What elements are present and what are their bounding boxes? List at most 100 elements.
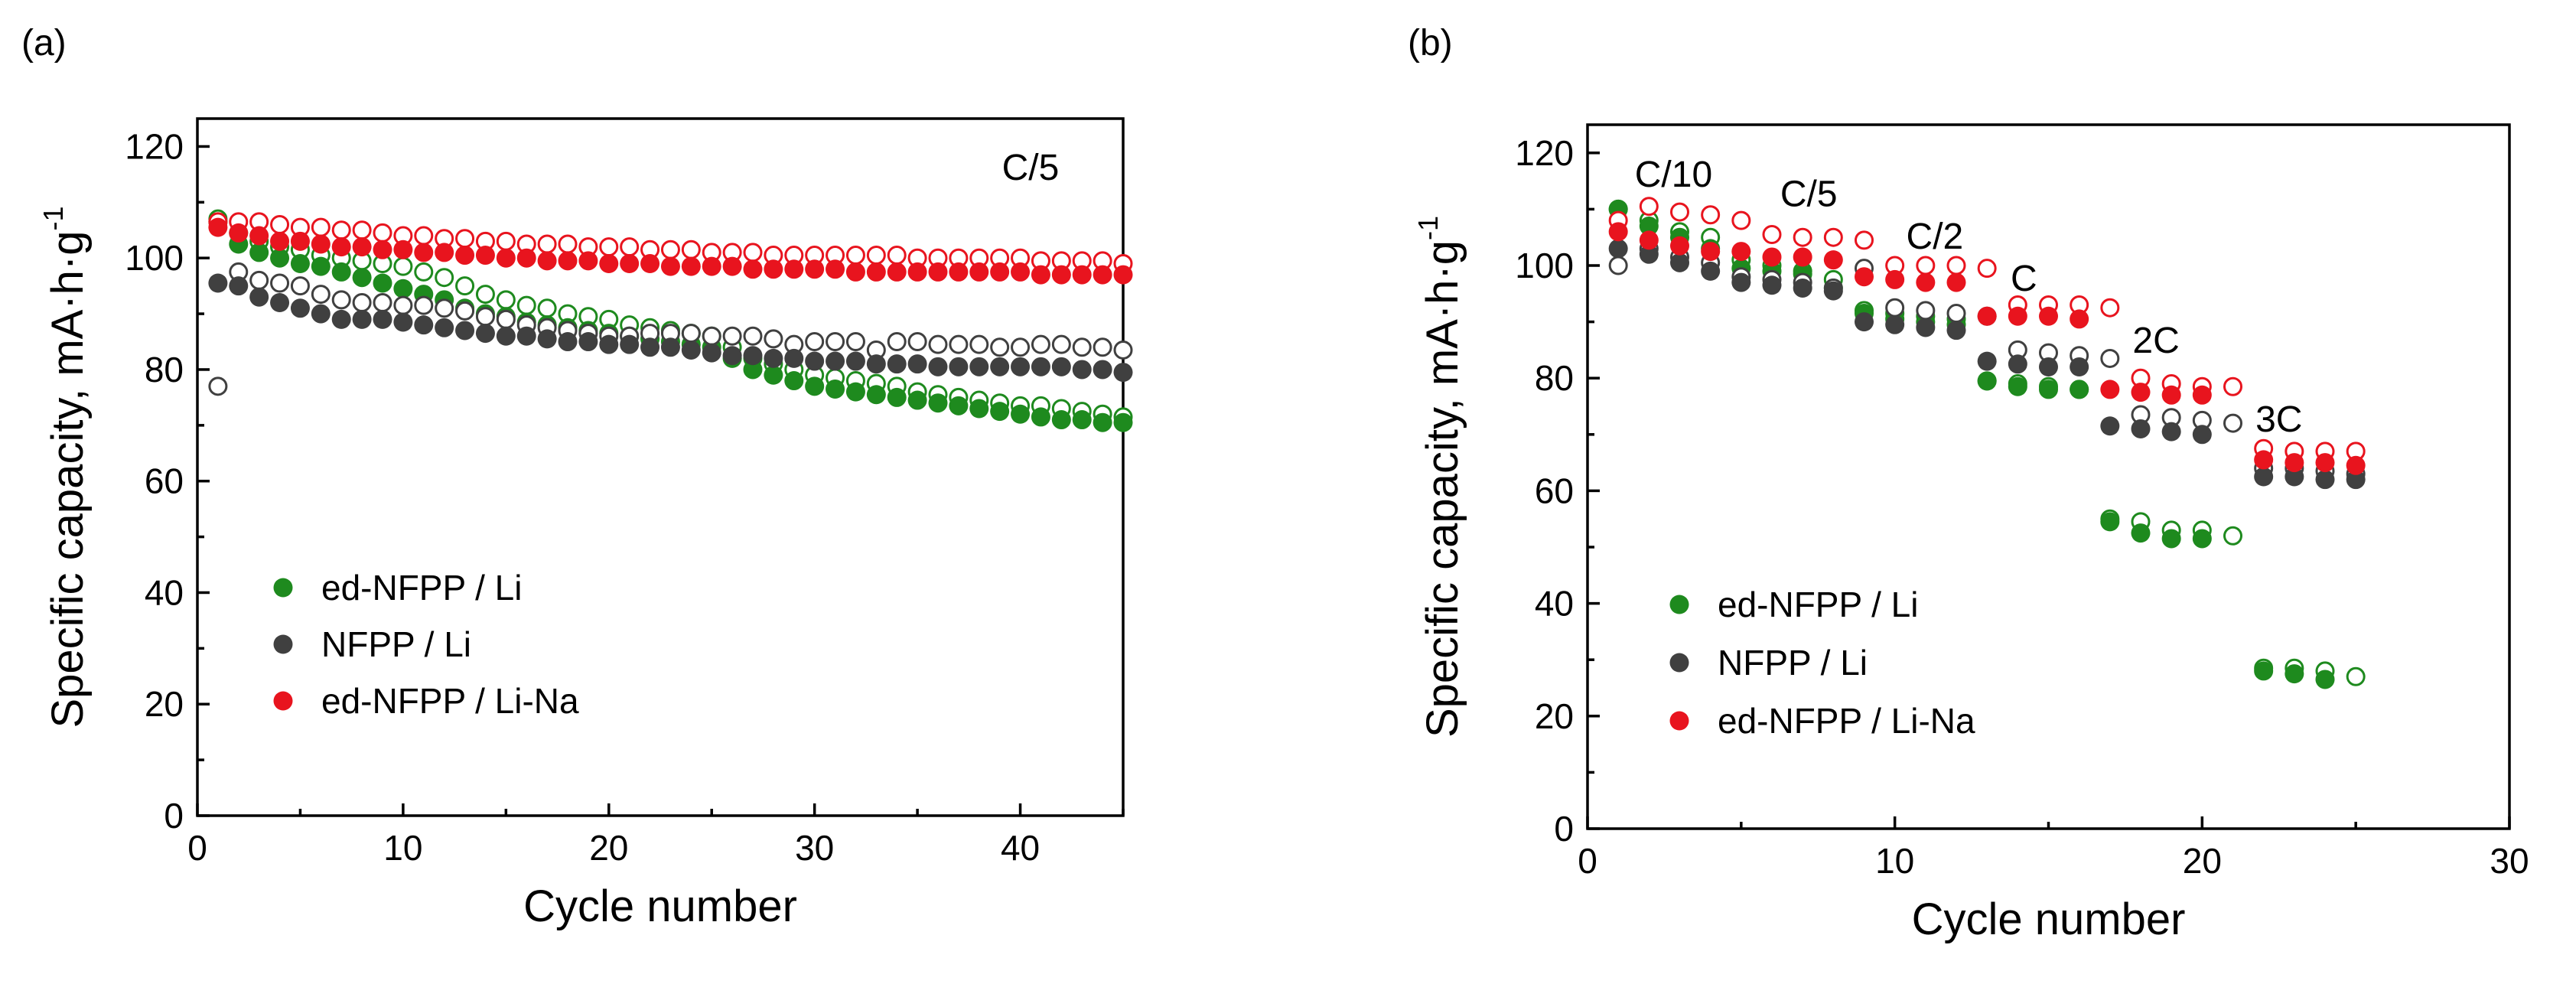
- discharge-point: [290, 298, 310, 318]
- discharge-point: [1093, 360, 1112, 380]
- chart-panel-b: (b) 0 10 20 30 0 20 40 60 80 100 120 Cycle number Spe…: [1408, 23, 2529, 944]
- discharge-point: [558, 332, 578, 352]
- charge-point: [393, 295, 413, 315]
- discharge-point: [784, 348, 804, 368]
- rate-annotation: C: [2011, 259, 2037, 299]
- discharge-point: [969, 399, 989, 419]
- legend-marker: [1669, 595, 1689, 614]
- panel-label: (a): [21, 23, 67, 64]
- charge-point: [722, 326, 742, 346]
- discharge-point: [1031, 407, 1050, 427]
- charge-point: [1885, 298, 1905, 318]
- discharge-point: [1731, 242, 1751, 262]
- discharge-point: [1113, 412, 1133, 432]
- rate-annotation: 2C: [2132, 321, 2179, 361]
- discharge-point: [1093, 412, 1112, 432]
- discharge-point: [2254, 661, 2274, 681]
- charge-point: [1793, 227, 1812, 247]
- discharge-point: [2008, 376, 2027, 396]
- discharge-point: [1855, 267, 1874, 287]
- y-axis-title-main: Specific capacity, mA·h·g: [43, 230, 93, 728]
- discharge-point: [2192, 385, 2212, 405]
- x-tick-label: 40: [1001, 828, 1040, 868]
- charge-point: [435, 298, 454, 318]
- discharge-point: [249, 226, 269, 246]
- discharge-point: [640, 253, 660, 273]
- discharge-point: [599, 253, 619, 273]
- charge-point: [311, 285, 331, 305]
- x-tick-label: 0: [187, 828, 207, 868]
- discharge-point: [2100, 512, 2120, 532]
- discharge-point: [516, 326, 536, 346]
- discharge-point: [928, 393, 948, 413]
- charge-point: [414, 262, 434, 282]
- discharge-point: [866, 385, 886, 405]
- discharge-point: [805, 259, 825, 279]
- discharge-point: [435, 243, 454, 262]
- x-tick-label: 30: [2490, 841, 2529, 881]
- discharge-point: [1072, 410, 1092, 430]
- discharge-point: [681, 256, 701, 276]
- discharge-point: [1946, 321, 1966, 340]
- discharge-point: [620, 253, 640, 273]
- rate-annotation: 3C: [2255, 399, 2302, 440]
- discharge-point: [475, 246, 495, 266]
- discharge-point: [2285, 664, 2304, 684]
- discharge-point: [2039, 306, 2058, 326]
- discharge-point: [373, 309, 392, 329]
- discharge-point: [928, 357, 948, 376]
- discharge-point: [1670, 236, 1689, 256]
- discharge-point: [764, 348, 783, 368]
- discharge-point: [2346, 455, 2366, 475]
- discharge-point: [660, 256, 680, 276]
- charge-point: [845, 246, 865, 266]
- discharge-point: [2285, 467, 2304, 487]
- charge-point: [2223, 376, 2242, 396]
- discharge-point: [1793, 247, 1812, 267]
- charge-point: [455, 229, 475, 249]
- discharge-point: [949, 396, 969, 415]
- discharge-point: [516, 248, 536, 268]
- discharge-point: [558, 251, 578, 271]
- discharge-point: [249, 287, 269, 307]
- y-tick-label: 20: [1535, 696, 1574, 736]
- y-tick-label: 40: [1535, 584, 1574, 624]
- discharge-point: [311, 304, 331, 324]
- discharge-point: [455, 321, 475, 340]
- discharge-point: [887, 387, 907, 407]
- charge-point: [475, 307, 495, 327]
- y-tick-label: 100: [125, 238, 184, 278]
- y-tick-label: 80: [1535, 358, 1574, 398]
- discharge-point: [743, 346, 763, 366]
- y-tick-label: 120: [125, 126, 184, 166]
- discharge-point: [722, 256, 742, 276]
- y-tick-label: 0: [164, 796, 184, 836]
- charge-point: [1670, 202, 1689, 222]
- discharge-point: [537, 251, 557, 271]
- discharge-point: [1011, 357, 1031, 376]
- discharge-point: [1608, 239, 1628, 259]
- discharge-point: [2100, 380, 2120, 399]
- charge-point: [1916, 301, 1936, 321]
- discharge-point: [1701, 242, 1721, 262]
- discharge-point: [435, 318, 454, 337]
- charge-point: [208, 376, 228, 396]
- discharge-point: [2346, 470, 2366, 490]
- legend-entry: NFPP / Li: [1718, 643, 1868, 683]
- discharge-point: [311, 256, 331, 276]
- charge-point: [990, 337, 1010, 357]
- legend-marker: [273, 578, 293, 598]
- discharge-point: [949, 357, 969, 376]
- charge-point: [681, 324, 701, 344]
- discharge-point: [1011, 404, 1031, 424]
- legend-entry: ed-NFPP / Li-Na: [1718, 701, 1975, 741]
- x-axis-title: Cycle number: [1912, 894, 2186, 944]
- series-ed-nfpp-li-na: [208, 212, 1133, 285]
- discharge-point: [1916, 318, 1936, 337]
- discharge-point: [764, 365, 783, 385]
- charge-point: [537, 234, 557, 254]
- chart-panel-a: (a) 0 10 20 30 40 0 20 40 60 80 100 120 Cycle number S…: [21, 23, 1133, 931]
- charge-point: [2223, 413, 2242, 433]
- discharge-point: [620, 334, 640, 354]
- discharge-point: [373, 239, 392, 259]
